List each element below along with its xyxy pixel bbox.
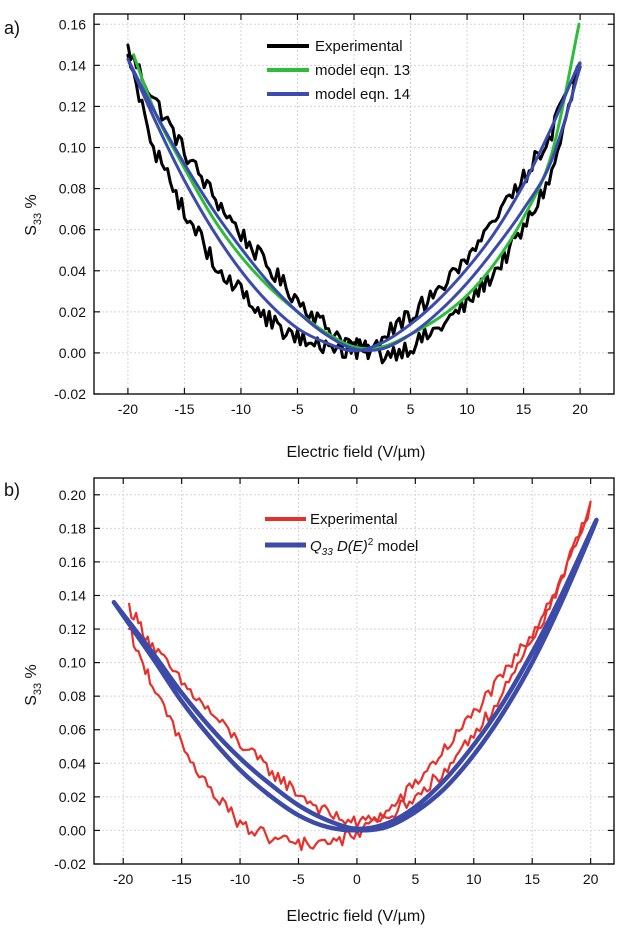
tick-label-b-y-5: 0.08 <box>59 688 86 704</box>
tick-label-b-x-1: -15 <box>172 871 192 887</box>
tick-label-a-y-8: 0.14 <box>59 57 86 73</box>
panel-a-legend: Experimental model eqn. 13 model eqn. 14 <box>267 38 410 103</box>
panel-b-x-axis-title: Electric field (V/µm) <box>286 908 425 925</box>
panel-b-y-axis-title: S33 % <box>23 664 44 706</box>
legend-a-label-model-13: model eqn. 13 <box>315 62 410 79</box>
tick-label-a-x-1: -15 <box>174 401 194 417</box>
tick-label-a-x-4: 0 <box>350 401 358 417</box>
tick-label-b-y-8: 0.14 <box>59 587 86 603</box>
tick-label-b-y-11: 0.20 <box>59 487 86 503</box>
panel-b-y-axis-title-sub: 33 <box>32 683 44 695</box>
tick-label-b-x-2: -10 <box>230 871 250 887</box>
tick-label-b-y-6: 0.10 <box>59 655 86 671</box>
series-a-1-line <box>132 22 581 350</box>
tick-label-b-y-7: 0.12 <box>59 621 86 637</box>
tick-label-a-x-5: 5 <box>407 401 415 417</box>
tick-label-a-x-0: -20 <box>118 401 138 417</box>
panel-b-letter: b) <box>4 480 20 500</box>
tick-label-a-y-5: 0.08 <box>59 181 86 197</box>
tick-label-b-y-2: 0.02 <box>59 789 86 805</box>
tick-label-b-y-9: 0.16 <box>59 554 86 570</box>
legend-a-label-experimental: Experimental <box>315 38 403 55</box>
tick-label-b-x-6: 10 <box>466 871 482 887</box>
tick-label-a-x-8: 20 <box>572 401 588 417</box>
tick-label-a-y-9: 0.16 <box>59 16 86 32</box>
tick-label-b-y-1: 0.00 <box>59 822 86 838</box>
tick-label-a-x-2: -10 <box>231 401 251 417</box>
tick-label-b-x-5: 5 <box>411 871 419 887</box>
tick-label-b-x-4: 0 <box>353 871 361 887</box>
plot-a-area: -20 -15 -10 -5 0 5 10 15 20 -0.02 0.00 0.02 0.04 0.06… <box>54 13 615 417</box>
panel-a-x-axis-title: Electric field (V/µm) <box>286 444 425 461</box>
panel-a-y-axis-title-unit: % <box>23 194 40 208</box>
legend-a-label-model-14: model eqn. 14 <box>315 86 410 103</box>
tick-label-a-y-2: 0.02 <box>59 304 86 320</box>
panel-b-y-axis-title-main: S <box>23 695 40 706</box>
tick-label-b-y-4: 0.06 <box>59 722 86 738</box>
legend-b-label-experimental: Experimental <box>310 511 398 528</box>
series-a-2-line <box>126 57 582 353</box>
legend-b-label-model: Q33 D(E)2 model <box>310 537 418 558</box>
plot-b-area: -20 -15 -10 -5 0 5 10 15 20 -0.02 0.00 0.02 0.04 0.06… <box>54 477 615 887</box>
panel-a-y-axis-title-main: S <box>23 225 40 236</box>
plot-b-frame <box>93 477 615 865</box>
panel-a-y-axis-title: S33 % <box>23 194 44 236</box>
tick-label-a-x-6: 10 <box>459 401 475 417</box>
tick-label-b-y-10: 0.18 <box>59 520 86 536</box>
panel-b-y-axis-title-unit: % <box>23 664 40 678</box>
tick-label-b-y-0: -0.02 <box>54 856 86 872</box>
panel-b-legend: Experimental Q33 D(E)2 model <box>265 511 418 558</box>
tick-label-a-y-3: 0.04 <box>59 263 86 279</box>
tick-label-a-y-4: 0.06 <box>59 222 86 238</box>
tick-label-b-x-3: -5 <box>292 871 305 887</box>
panel-a-y-axis-title-sub: 33 <box>32 213 44 225</box>
tick-label-b-x-8: 20 <box>583 871 599 887</box>
panel-b: b) -20 -15 -10 -5 0 5 10 15 20 -0.02 0.00 0.02 0.04 0… <box>4 477 615 925</box>
series-b-0-line <box>128 500 592 852</box>
panel-a: a) -20 -15 -10 -5 0 5 10 15 20 -0.02 0.00 0.02 0.04 0… <box>4 13 615 461</box>
tick-label-b-x-0: -20 <box>113 871 133 887</box>
tick-label-b-x-7: 15 <box>524 871 540 887</box>
series-b-1-line <box>111 517 599 833</box>
tick-label-a-y-6: 0.10 <box>59 140 86 156</box>
tick-label-a-y-0: -0.02 <box>54 386 86 402</box>
tick-label-a-y-1: 0.00 <box>59 345 86 361</box>
tick-label-a-y-7: 0.12 <box>59 98 86 114</box>
tick-label-a-x-7: 15 <box>516 401 532 417</box>
tick-label-b-y-3: 0.04 <box>59 755 86 771</box>
tick-label-a-x-3: -5 <box>291 401 304 417</box>
panel-a-letter: a) <box>4 18 20 38</box>
